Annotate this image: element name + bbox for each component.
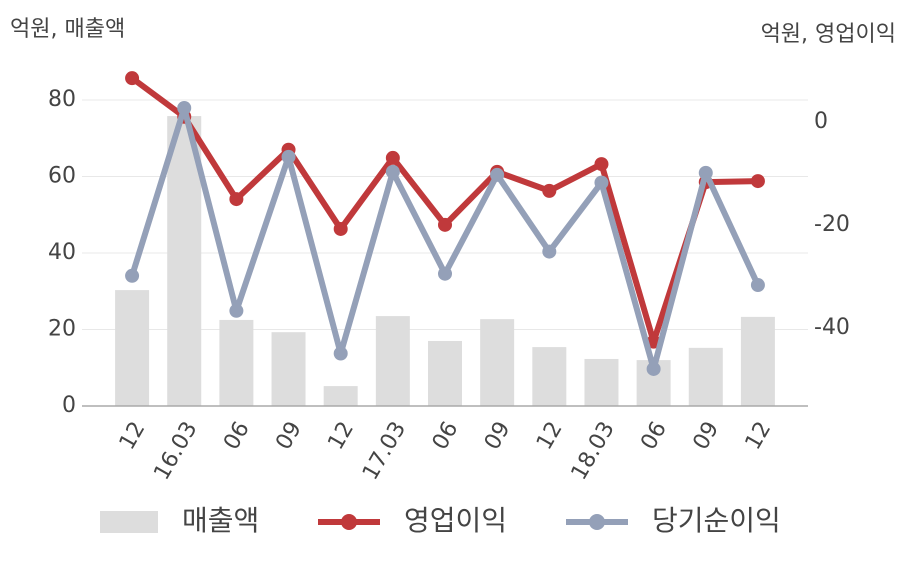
point — [281, 149, 296, 164]
point — [594, 157, 609, 172]
bar — [532, 347, 567, 406]
x-tick-label: 06 — [428, 418, 464, 455]
y-tick-label: 40 — [48, 240, 76, 265]
point — [750, 174, 765, 189]
y2-tick-label: 0 — [814, 109, 828, 134]
bar — [271, 332, 306, 406]
point — [333, 221, 348, 236]
x-tick-label: 12 — [323, 418, 359, 455]
point — [125, 71, 140, 86]
bar — [740, 316, 775, 406]
bar — [167, 116, 202, 406]
x-tick-label: 09 — [271, 418, 307, 455]
legend-label: 영업이익 — [404, 504, 507, 537]
point — [229, 192, 244, 207]
line — [130, 75, 758, 345]
point — [490, 167, 505, 182]
x-tick-label: 06 — [219, 418, 255, 455]
x-tick-label: 09 — [480, 417, 516, 454]
legend-swatch — [341, 514, 357, 530]
y-tick-label: 0 — [62, 393, 76, 418]
x-tick-label: 18.03 — [567, 418, 620, 485]
bar — [584, 358, 619, 406]
bar — [323, 386, 358, 406]
x-tick-label: 12 — [532, 418, 568, 455]
x-tick-label: 12 — [741, 418, 777, 455]
bar — [219, 319, 254, 406]
point — [438, 217, 452, 232]
y2-tick-label: -20 — [814, 212, 850, 237]
x-tick-label: 12 — [115, 418, 151, 455]
point — [125, 268, 140, 283]
x-tick-label: 17.03 — [358, 418, 411, 485]
point — [698, 165, 713, 180]
y-tick-label: 20 — [48, 317, 76, 342]
bar — [115, 290, 150, 406]
point — [333, 346, 348, 361]
x-tick-label: 16.03 — [149, 418, 202, 485]
point — [385, 150, 400, 165]
point — [750, 278, 765, 293]
y-tick-label: 60 — [48, 164, 76, 189]
bar — [688, 347, 723, 406]
point — [542, 244, 557, 259]
bar — [480, 319, 515, 406]
point — [438, 266, 452, 281]
point — [229, 303, 244, 318]
point — [594, 175, 609, 190]
legend-label: 매출액 — [182, 504, 259, 537]
bar — [428, 340, 462, 406]
y2-tick-label: -40 — [814, 315, 850, 340]
y-tick-label: 80 — [48, 87, 76, 112]
bar — [375, 316, 410, 406]
point — [542, 183, 557, 198]
legend-swatch — [589, 514, 605, 530]
y2-axis-label: 억원, 영업이익 — [761, 22, 896, 47]
y-axis-label: 억원, 매출액 — [10, 17, 125, 42]
x-tick-label: 09 — [689, 418, 725, 455]
point — [385, 164, 400, 179]
legend-swatch — [100, 511, 158, 533]
x-tick-label: 06 — [636, 418, 672, 455]
legend-label: 당기순이익 — [652, 504, 781, 537]
point — [646, 361, 661, 376]
point — [177, 101, 192, 116]
